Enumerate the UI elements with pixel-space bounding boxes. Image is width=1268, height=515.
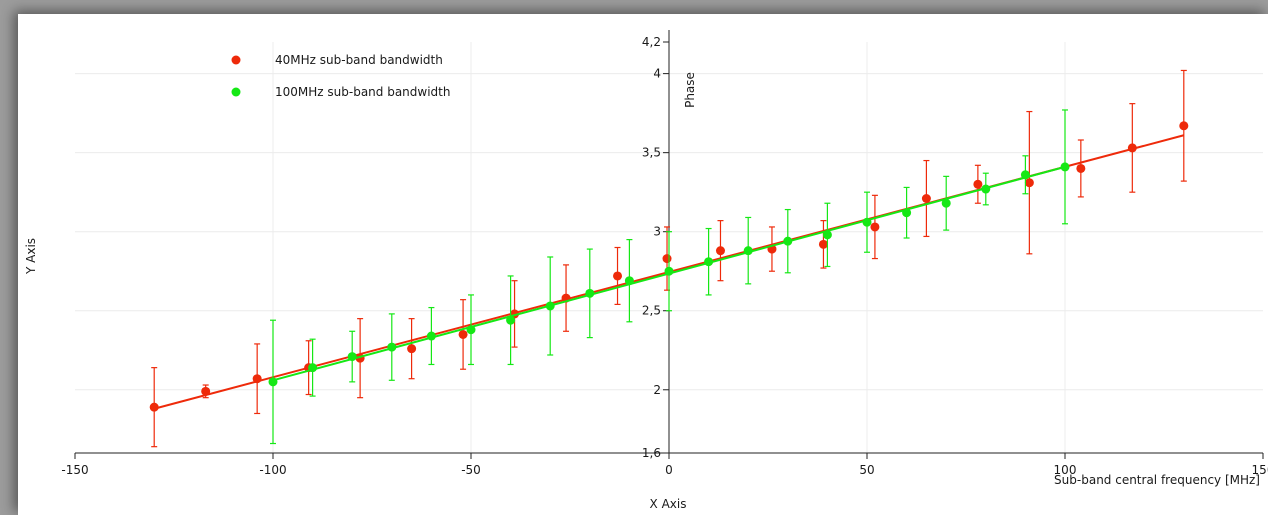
legend-marker bbox=[231, 87, 241, 97]
data-point bbox=[921, 193, 931, 203]
x-tick-label: -50 bbox=[461, 463, 481, 477]
x-axis-label: Sub-band central frequency [MHz] bbox=[1054, 473, 1260, 487]
y-tick-label: 2,5 bbox=[642, 304, 661, 318]
data-point bbox=[1179, 121, 1189, 131]
legend-label: 40MHz sub-band bandwidth bbox=[275, 53, 443, 67]
y-tick-label: 4,2 bbox=[642, 35, 661, 49]
data-point bbox=[347, 352, 357, 362]
legend: 40MHz sub-band bandwidth 100MHz sub-band … bbox=[231, 53, 450, 99]
data-point bbox=[704, 257, 714, 267]
data-point bbox=[387, 342, 397, 352]
data-point bbox=[407, 344, 417, 354]
x-tick-label: -150 bbox=[61, 463, 88, 477]
y-tick-label: 4 bbox=[653, 67, 661, 81]
data-point bbox=[822, 230, 832, 240]
y-tick-label: 3,5 bbox=[642, 146, 661, 160]
data-point bbox=[624, 276, 634, 286]
data-point bbox=[715, 246, 725, 256]
data-point bbox=[1024, 178, 1034, 188]
series-layer bbox=[149, 69, 1189, 448]
y-axis-label: Phase bbox=[683, 72, 697, 108]
data-point bbox=[862, 217, 872, 227]
data-point bbox=[662, 254, 672, 264]
data-point bbox=[506, 315, 516, 325]
data-point bbox=[902, 208, 912, 218]
data-point bbox=[870, 222, 880, 232]
data-point bbox=[1127, 143, 1137, 153]
chart-canvas: -150 -100 -50 0 50 100 150 1,6 2 2,5 3 3,5 4 4,2 40MH… bbox=[24, 30, 1268, 511]
data-point bbox=[783, 236, 793, 246]
series-2 bbox=[268, 109, 1070, 445]
y-axis-caption: Y Axis bbox=[24, 238, 38, 275]
tick-marks: -150 -100 -50 0 50 100 150 1,6 2 2,5 3 3,5 4 4,2 bbox=[61, 35, 1268, 477]
data-point bbox=[268, 377, 278, 387]
x-tick-label: 50 bbox=[859, 463, 874, 477]
data-point bbox=[252, 374, 262, 384]
x-axis-caption: X Axis bbox=[650, 497, 687, 511]
x-tick-label: 100 bbox=[1054, 463, 1077, 477]
legend-marker bbox=[231, 55, 241, 65]
data-point bbox=[466, 325, 476, 335]
data-point bbox=[545, 301, 555, 311]
data-point bbox=[585, 288, 595, 298]
data-point bbox=[613, 271, 623, 281]
data-point bbox=[458, 329, 468, 339]
data-point bbox=[308, 363, 318, 373]
data-point bbox=[941, 198, 951, 208]
x-tick-label: 0 bbox=[665, 463, 673, 477]
data-point bbox=[201, 386, 211, 396]
x-tick-label: -100 bbox=[259, 463, 286, 477]
data-point bbox=[1020, 170, 1030, 180]
y-tick-label: 1,6 bbox=[642, 446, 661, 460]
legend-label: 100MHz sub-band bandwidth bbox=[275, 85, 450, 99]
data-point bbox=[664, 266, 674, 276]
data-point bbox=[743, 246, 753, 256]
x-tick-label: 150 bbox=[1252, 463, 1268, 477]
data-point bbox=[1076, 163, 1086, 173]
data-point bbox=[426, 331, 436, 341]
data-point bbox=[981, 184, 991, 194]
data-point bbox=[149, 402, 159, 412]
y-tick-label: 3 bbox=[653, 225, 661, 239]
y-tick-label: 2 bbox=[653, 383, 661, 397]
data-point bbox=[1060, 162, 1070, 172]
plot-window: -150 -100 -50 0 50 100 150 1,6 2 2,5 3 3,5 4 4,2 40MH… bbox=[18, 14, 1268, 515]
data-point bbox=[973, 179, 983, 189]
data-point bbox=[818, 239, 828, 249]
